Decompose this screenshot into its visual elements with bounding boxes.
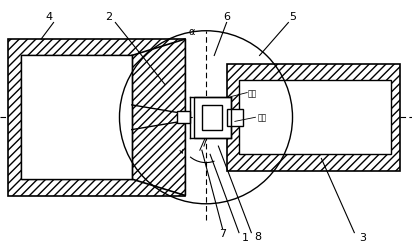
Bar [227,110,243,126]
Text: α: α [188,27,195,37]
Text: 7: 7 [219,228,226,238]
Bar [202,106,222,130]
Text: 2: 2 [105,12,113,22]
Text: 1: 1 [242,232,248,242]
Text: 入口: 入口 [258,113,267,122]
Text: 4: 4 [46,12,53,22]
Polygon shape [132,40,185,196]
Bar [227,65,400,171]
Text: 8: 8 [254,231,261,241]
Bar [21,56,132,179]
Text: 6: 6 [223,12,230,22]
Bar [239,81,391,155]
Text: 3: 3 [359,232,366,242]
Bar [8,40,185,196]
Bar [177,112,190,124]
Text: 5: 5 [289,12,296,22]
Bar [21,56,132,179]
Text: 出口: 出口 [247,89,256,98]
Bar [194,97,231,138]
